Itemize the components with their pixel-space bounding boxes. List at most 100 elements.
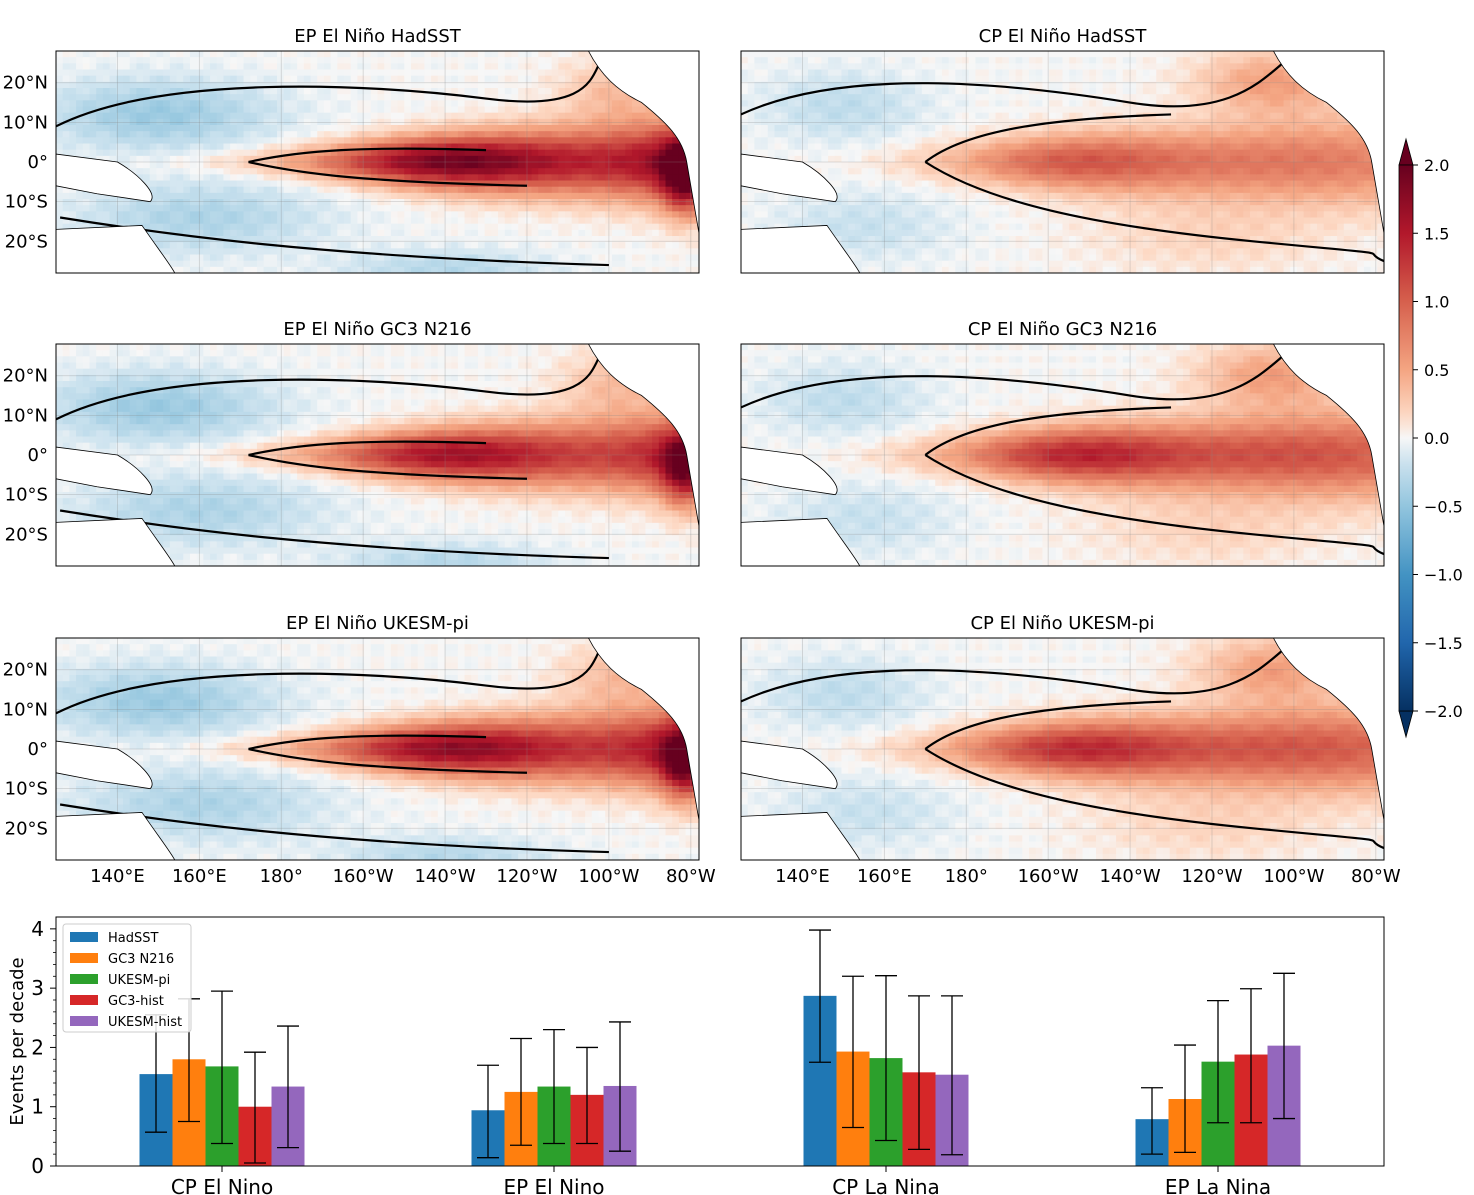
lat-tick-label: 20°S	[5, 231, 48, 252]
legend-swatch	[70, 1016, 98, 1026]
legend-swatch	[70, 953, 98, 963]
map-title: CP El Niño HadSST	[979, 26, 1148, 47]
map-panels: EP El Niño HadSST 20°N 10°N 0° 10°S 20°S CP El…	[3, 26, 1401, 887]
map-panel: EP El Niño HadSST 20°N 10°N 0° 10°S 20°S	[3, 26, 700, 274]
legend: HadSST GC3 N216 UKESM-pi GC3-hist UKESM-hist	[62, 923, 192, 1033]
colorbar: 2.0 1.5 1.0 0.5 0.0 −0.5 −1.0 −1.5 −2.0	[1398, 137, 1463, 739]
y-axis-label: Events per decade	[7, 957, 28, 1125]
lat-tick-label: 0°	[28, 152, 48, 173]
legend-label: UKESM-hist	[108, 1015, 182, 1030]
legend-swatch	[70, 974, 98, 984]
zero-contour	[741, 344, 1384, 556]
americas-land	[587, 344, 699, 527]
zero-contour	[56, 51, 610, 267]
colorbar-tick-label: −1.5	[1424, 634, 1463, 653]
map-title: CP El Niño UKESM-pi	[970, 613, 1154, 634]
map-title: EP El Niño GC3 N216	[283, 319, 471, 340]
colorbar-tick-label: −1.0	[1424, 566, 1463, 585]
zero-contour	[741, 638, 1384, 850]
lat-tick-label: 10°S	[5, 485, 48, 506]
americas-land	[1272, 344, 1384, 527]
map-panel: CP El Niño GC3 N216	[740, 319, 1385, 567]
colorbar-extend-high	[1398, 137, 1414, 166]
lon-tick-label: 180°	[260, 866, 303, 887]
lat-tick-label: 20°S	[5, 524, 48, 545]
zero-contour	[741, 51, 1384, 263]
americas-land	[587, 638, 699, 821]
map-panel: CP El Niño UKESM-pi 140°E 160°E 180° 160°W 14…	[740, 613, 1401, 887]
lat-tick-label: 20°S	[5, 818, 48, 839]
map-panel: CP El Niño HadSST	[740, 26, 1385, 274]
colorbar-tick-label: 1.5	[1424, 224, 1449, 243]
map-frame	[55, 637, 700, 861]
y-tick-label: 3	[31, 976, 44, 1000]
lat-tick-label: 10°S	[5, 192, 48, 213]
lon-tick-label: 180°	[945, 866, 988, 887]
bar-axes-frame	[55, 916, 1385, 1167]
lon-tick-label: 100°W	[578, 866, 639, 887]
lat-tick-label: 20°N	[3, 366, 48, 387]
colorbar-tick-label: 0.5	[1424, 361, 1449, 380]
map-frame	[55, 50, 700, 274]
x-category-label: EP La Nina	[1165, 1175, 1271, 1195]
lat-tick-label: 10°S	[5, 779, 48, 800]
map-frame	[740, 637, 1385, 861]
sst-anomaly-field	[56, 638, 699, 860]
lat-tick-label: 20°N	[3, 660, 48, 681]
legend-swatch	[70, 932, 98, 942]
lon-tick-label: 160°E	[172, 866, 227, 887]
bar-chart: 0 1 2 3 4 CP El Nino EP El Nino CP La Nina EP La…	[7, 916, 1385, 1195]
colorbar-tick-label: −0.5	[1424, 497, 1463, 516]
x-category-label: EP El Nino	[503, 1175, 604, 1195]
y-tick-label: 2	[31, 1035, 44, 1059]
colorbar-tick-label: 2.0	[1424, 156, 1449, 175]
map-frame	[740, 50, 1385, 274]
colorbar-tick-label: 0.0	[1424, 429, 1449, 448]
lon-tick-label: 100°W	[1263, 866, 1324, 887]
bar-series	[238, 988, 1268, 1166]
legend-label: HadSST	[108, 931, 158, 946]
lon-tick-label: 140°W	[1099, 866, 1160, 887]
map-frame	[740, 343, 1385, 567]
x-category-label: CP La Nina	[832, 1175, 940, 1195]
lon-tick-label: 120°W	[496, 866, 557, 887]
legend-label: GC3-hist	[108, 994, 164, 1009]
legend-label: UKESM-pi	[108, 973, 170, 988]
lon-tick-label: 160°W	[333, 866, 394, 887]
map-panel: EP El Niño GC3 N216 20°N 10°N 0° 10°S 20°S	[3, 319, 700, 567]
americas-land	[1272, 51, 1384, 234]
lon-tick-label: 80°W	[1351, 866, 1401, 887]
colorbar-tick-label: −2.0	[1424, 702, 1463, 721]
map-frame	[55, 343, 700, 567]
lat-tick-label: 0°	[28, 445, 48, 466]
lat-tick-label: 10°N	[3, 699, 48, 720]
map-panel: EP El Niño UKESM-pi 20°N 10°N 0° 10°S 20°S 140…	[3, 613, 716, 887]
lon-tick-label: 160°E	[857, 866, 912, 887]
zero-contour	[56, 638, 610, 854]
lon-tick-label: 140°E	[775, 866, 830, 887]
x-category-label: CP El Nino	[171, 1175, 273, 1195]
zero-contour	[56, 344, 610, 560]
bar-series	[271, 972, 1301, 1166]
y-tick-label: 1	[31, 1095, 44, 1119]
bar-series	[139, 929, 1169, 1166]
lon-tick-label: 140°W	[414, 866, 475, 887]
lat-tick-label: 20°N	[3, 73, 48, 94]
lat-tick-label: 0°	[28, 739, 48, 760]
legend-swatch	[70, 995, 98, 1005]
lon-tick-label: 140°E	[90, 866, 145, 887]
map-title: EP El Niño UKESM-pi	[286, 613, 469, 634]
y-tick-label: 0	[31, 1154, 44, 1178]
colorbar-tick-label: 1.0	[1424, 293, 1449, 312]
lat-tick-label: 10°N	[3, 405, 48, 426]
lon-tick-label: 160°W	[1018, 866, 1079, 887]
lon-tick-label: 80°W	[666, 866, 716, 887]
colorbar-gradient	[1398, 164, 1414, 712]
map-gridlines	[56, 344, 699, 566]
map-title: CP El Niño GC3 N216	[968, 319, 1157, 340]
colorbar-extend-low	[1398, 710, 1414, 739]
bar-series	[205, 975, 1235, 1166]
y-tick-label: 4	[31, 917, 44, 941]
americas-land	[587, 51, 699, 234]
